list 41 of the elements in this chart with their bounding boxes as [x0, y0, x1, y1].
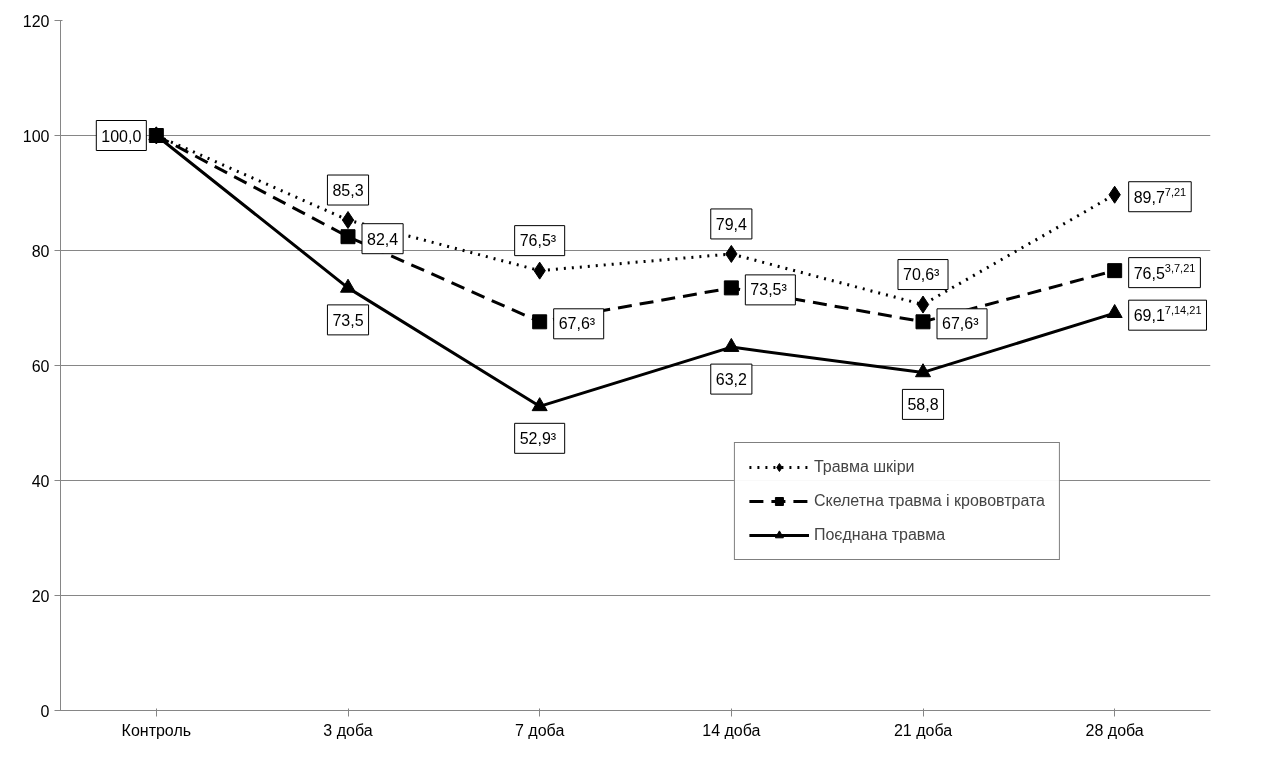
data-label: 85,3	[332, 182, 364, 200]
x-tick-label: Контроль	[121, 721, 192, 739]
x-tick-label: 14 доба	[702, 721, 761, 739]
y-tick-label: 60	[31, 357, 50, 375]
point	[915, 363, 931, 378]
point	[532, 314, 548, 330]
data-label: 76,5³	[519, 232, 557, 250]
x-tick-label: 21 доба	[893, 721, 953, 739]
y-tick-label: 0	[40, 702, 50, 720]
y-tick-label: 100	[22, 127, 50, 145]
point	[1106, 304, 1123, 319]
y-tick-label: 40	[31, 472, 50, 490]
data-label: 63,2	[715, 371, 748, 389]
point	[531, 397, 548, 412]
legend-label: Скелетна травма і крововтрата	[813, 492, 1045, 510]
data-label: 100,0	[101, 127, 142, 145]
legend-label: Поєднана травма	[813, 526, 946, 544]
point	[1107, 263, 1123, 279]
data-label: 73,5	[332, 311, 364, 329]
point	[916, 295, 930, 314]
x-tick-label: 28 доба	[1085, 721, 1144, 739]
data-label: 73,5³	[750, 281, 788, 299]
data-label: 52,9³	[519, 429, 557, 447]
point	[723, 280, 739, 296]
data-label: 82,4	[367, 230, 399, 248]
x-tick-label: 7 доба	[515, 721, 565, 739]
data-label: 67,6³	[558, 315, 596, 333]
y-tick-label: 80	[31, 242, 50, 260]
point	[340, 278, 356, 293]
x-tick-label: 3 доба	[323, 721, 373, 739]
point	[340, 229, 356, 245]
data-label: 70,6³	[902, 266, 941, 284]
point	[341, 211, 355, 230]
point	[723, 337, 740, 352]
y-tick-label: 120	[22, 12, 50, 30]
y-tick-label: 20	[31, 587, 50, 605]
data-label: 67,6³	[942, 315, 980, 333]
point	[915, 314, 931, 330]
data-label: 79,4	[715, 215, 748, 233]
legend-label: Травма шкіри	[813, 458, 915, 476]
data-label: 58,8	[907, 396, 939, 414]
